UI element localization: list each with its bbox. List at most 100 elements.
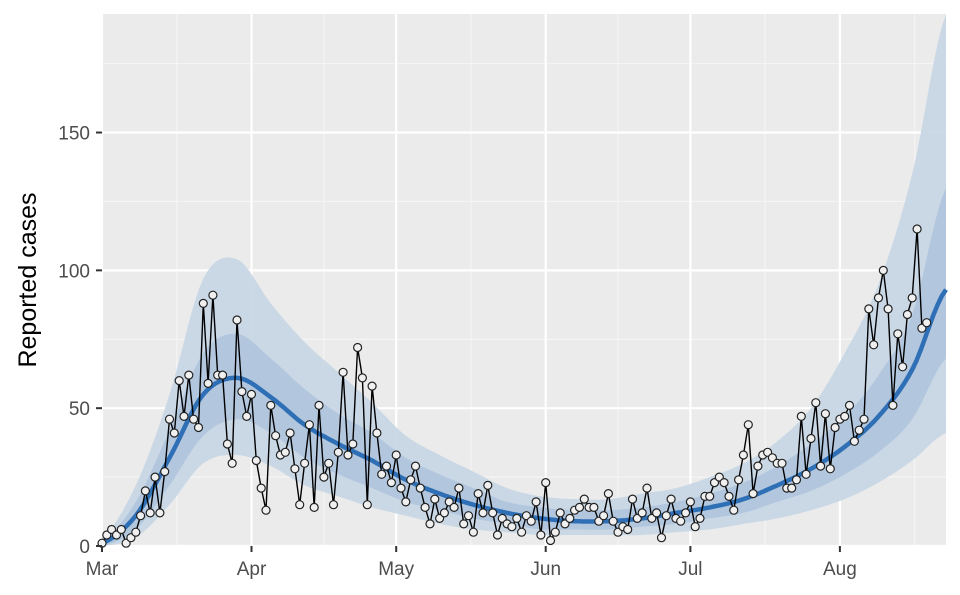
y-axis: 0 50 100 150 <box>58 124 102 558</box>
observed-point <box>266 400 276 410</box>
observed-point <box>295 500 305 510</box>
observed-point <box>131 527 141 537</box>
observed-point <box>246 389 257 399</box>
observed-point <box>150 472 160 482</box>
observed-point <box>550 527 560 537</box>
observed-point <box>680 508 691 518</box>
x-axis: Mar Apr May Jun Jul Aug <box>86 546 857 580</box>
observed-point <box>743 420 753 430</box>
observed-point <box>791 475 802 485</box>
observed-point <box>579 494 589 504</box>
observed-point <box>840 411 850 421</box>
observed-point <box>705 491 715 501</box>
observed-point <box>348 439 358 449</box>
observed-point <box>203 378 213 388</box>
x-tick-label: May <box>378 559 414 580</box>
observed-point <box>492 530 503 540</box>
observed-point <box>729 505 739 515</box>
observed-point <box>685 497 696 507</box>
x-tick-label: Apr <box>237 559 267 580</box>
observed-point <box>897 362 908 372</box>
observed-point <box>179 411 189 421</box>
observed-point <box>449 502 459 512</box>
observed-point <box>136 511 146 521</box>
observed-point <box>463 511 474 521</box>
observed-point <box>642 483 652 493</box>
observed-point <box>232 315 242 325</box>
observed-point <box>454 483 464 493</box>
observed-point <box>922 318 932 328</box>
observed-point <box>459 519 469 529</box>
observed-point <box>468 527 478 537</box>
observed-point <box>637 508 647 518</box>
observed-point <box>415 483 425 493</box>
observed-point <box>218 370 228 380</box>
observed-point <box>478 508 488 518</box>
observed-point <box>174 376 184 386</box>
observed-point <box>155 508 165 518</box>
x-tick-label: Jun <box>530 559 561 580</box>
observed-point <box>512 513 522 524</box>
observed-point <box>695 513 705 524</box>
observed-point <box>324 458 334 468</box>
observed-point <box>290 464 300 474</box>
observed-point <box>589 502 599 512</box>
observed-point <box>237 387 247 397</box>
observed-point <box>541 478 551 488</box>
observed-point <box>430 494 440 504</box>
observed-point <box>208 290 218 300</box>
observed-point <box>811 398 821 408</box>
y-tick-label: 0 <box>79 537 90 558</box>
x-tick-label: Jul <box>678 559 702 580</box>
observed-point <box>488 508 498 518</box>
observed-point <box>256 483 266 493</box>
observed-point <box>357 373 367 383</box>
observed-point <box>367 381 377 391</box>
observed-point <box>169 428 179 438</box>
observed-point <box>796 411 806 421</box>
observed-point <box>372 428 382 438</box>
observed-point <box>815 461 826 471</box>
observed-point <box>309 502 319 512</box>
observed-point <box>242 411 252 421</box>
observed-point <box>473 489 483 499</box>
observed-point <box>738 450 749 460</box>
observed-point <box>531 497 541 507</box>
observed-point <box>280 447 290 457</box>
observed-point <box>565 513 575 524</box>
observed-point <box>536 530 546 540</box>
observed-point <box>603 489 614 499</box>
observed-point <box>386 478 396 488</box>
observed-points <box>97 224 932 548</box>
observed-point <box>830 422 840 433</box>
observed-point <box>801 469 811 479</box>
observed-point <box>724 491 734 501</box>
observed-point <box>690 522 700 532</box>
observed-point <box>401 497 411 507</box>
observed-point <box>425 519 435 529</box>
observed-point <box>666 494 676 504</box>
observed-point <box>545 535 556 546</box>
observed-point <box>651 508 662 518</box>
observed-point <box>753 461 763 471</box>
observed-point <box>140 486 150 496</box>
observed-point <box>406 475 416 485</box>
observed-point <box>656 533 667 543</box>
observed-point <box>396 483 406 493</box>
observed-point <box>526 516 536 526</box>
y-tick-label: 50 <box>69 399 90 420</box>
observed-point <box>825 464 835 474</box>
observed-point <box>888 400 898 410</box>
observed-point <box>748 489 758 499</box>
observed-point <box>574 502 585 512</box>
observed-point <box>608 516 618 526</box>
observed-point <box>439 508 449 518</box>
observed-point <box>184 370 194 380</box>
observed-point <box>878 265 888 275</box>
observed-point <box>844 400 855 410</box>
observed-point <box>902 309 913 320</box>
observed-point <box>859 414 869 424</box>
observed-point <box>733 475 744 485</box>
observed-point <box>193 422 204 433</box>
